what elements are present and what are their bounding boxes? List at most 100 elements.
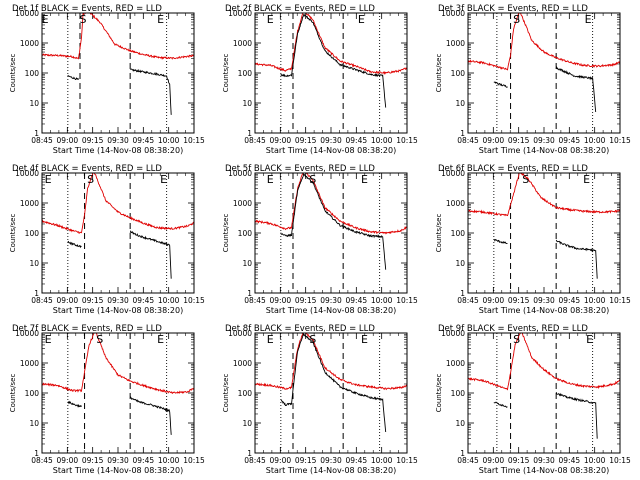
y-tick-label: 1	[34, 449, 39, 458]
y-tick-label: 1000	[233, 199, 252, 208]
x-tick-label: 09:15	[508, 296, 530, 305]
x-tick-label: 10:00	[584, 456, 606, 465]
interval-marker-e: E	[358, 13, 365, 26]
lld-series-line	[255, 13, 407, 75]
interval-marker-s: S	[513, 333, 520, 346]
interval-marker-e: E	[45, 173, 52, 186]
x-tick-label: 10:15	[396, 456, 418, 465]
x-tick-label: 08:45	[457, 296, 479, 305]
x-tick-label: 08:45	[244, 456, 266, 465]
x-tick-label: 10:00	[371, 136, 393, 145]
panel-title: Det 6f BLACK = Events, RED = LLD	[438, 164, 588, 174]
y-tick-label: 1	[34, 129, 39, 138]
x-tick-label: 09:45	[559, 136, 581, 145]
interval-marker-e: E	[160, 173, 167, 186]
interval-marker-e: E	[267, 13, 274, 26]
interval-marker-s: S	[87, 173, 94, 186]
y-axis-label: Counts/sec	[435, 214, 443, 253]
y-axis-label: Counts/sec	[9, 374, 17, 413]
interval-marker-s: S	[309, 173, 316, 186]
y-tick-label: 100	[451, 69, 466, 78]
x-tick-label: 10:00	[158, 296, 180, 305]
events-series-line	[493, 238, 508, 245]
x-tick-label: 08:45	[457, 136, 479, 145]
y-tick-label: 100	[25, 389, 40, 398]
plot-frame	[467, 172, 621, 294]
interval-marker-e: E	[45, 333, 52, 346]
x-tick-label: 10:15	[609, 456, 631, 465]
x-tick-label: 09:30	[320, 456, 342, 465]
y-tick-label: 100	[25, 69, 40, 78]
panel-title: Det 2f BLACK = Events, RED = LLD	[225, 4, 375, 14]
y-tick-label: 1	[247, 449, 252, 458]
interval-marker-e: E	[585, 13, 592, 26]
x-tick-label: 09:15	[82, 296, 104, 305]
x-tick-label: 08:45	[244, 136, 266, 145]
x-tick-label: 10:00	[584, 296, 606, 305]
x-tick-label: 09:30	[107, 456, 129, 465]
y-tick-label: 10000	[228, 9, 252, 18]
x-tick-label: 10:15	[396, 296, 418, 305]
events-series-line	[493, 81, 508, 88]
x-tick-label: 10:15	[183, 136, 205, 145]
x-tick-label: 09:45	[133, 136, 155, 145]
y-tick-label: 100	[25, 229, 40, 238]
x-axis-label: Start Time (14-Nov-08 08:38:20)	[479, 466, 609, 475]
x-tick-label: 09:00	[270, 136, 292, 145]
x-tick-label: 10:00	[371, 456, 393, 465]
y-tick-label: 10	[242, 419, 252, 428]
interval-marker-e: E	[583, 173, 590, 186]
x-tick-label: 09:00	[483, 136, 505, 145]
y-tick-label: 100	[238, 69, 253, 78]
x-tick-label: 10:15	[396, 136, 418, 145]
events-series-line	[280, 173, 387, 270]
x-tick-label: 09:30	[533, 456, 555, 465]
events-series-line	[555, 391, 598, 439]
y-tick-label: 10000	[441, 169, 465, 178]
x-tick-label: 08:45	[31, 456, 53, 465]
y-tick-label: 10	[242, 259, 252, 268]
y-tick-label: 100	[238, 389, 253, 398]
x-tick-label: 09:45	[346, 296, 368, 305]
x-tick-label: 09:30	[533, 136, 555, 145]
x-tick-label: 08:45	[31, 296, 53, 305]
panel-title: Det 7f BLACK = Events, RED = LLD	[12, 324, 162, 334]
y-tick-label: 10	[242, 99, 252, 108]
x-tick-label: 09:15	[82, 456, 104, 465]
x-tick-label: 09:00	[57, 456, 79, 465]
events-series-line	[280, 333, 387, 433]
events-series-line	[67, 74, 79, 80]
lld-series-line	[468, 173, 620, 217]
x-tick-label: 09:45	[346, 456, 368, 465]
x-tick-label: 08:45	[457, 456, 479, 465]
y-axis-label: Counts/sec	[435, 374, 443, 413]
x-tick-label: 09:15	[82, 136, 104, 145]
x-tick-label: 09:00	[57, 136, 79, 145]
interval-marker-e: E	[267, 333, 274, 346]
y-axis-label: Counts/sec	[222, 374, 230, 413]
x-tick-label: 10:15	[609, 136, 631, 145]
x-tick-label: 09:15	[295, 296, 317, 305]
interval-marker-e: E	[361, 333, 368, 346]
x-axis-label: Start Time (14-Nov-08 08:38:20)	[266, 306, 396, 315]
x-tick-label: 09:00	[270, 456, 292, 465]
y-tick-label: 1000	[446, 359, 465, 368]
panel-5: Det 5f BLACK = Events, RED = LLD 1 10 100 10…	[222, 164, 418, 315]
y-tick-label: 1	[34, 289, 39, 298]
plot-frame	[41, 172, 195, 294]
lld-series-line	[468, 333, 620, 391]
panel-9: Det 9f BLACK = Events, RED = LLD 1 10 100 10…	[435, 324, 631, 475]
y-tick-label: 100	[451, 389, 466, 398]
x-tick-label: 09:00	[483, 456, 505, 465]
y-tick-label: 10	[455, 259, 465, 268]
y-tick-label: 1000	[233, 39, 252, 48]
x-tick-label: 10:15	[609, 296, 631, 305]
interval-marker-e: E	[267, 173, 274, 186]
y-axis-label: Counts/sec	[9, 54, 17, 93]
x-axis-label: Start Time (14-Nov-08 08:38:20)	[266, 466, 396, 475]
panel-8: Det 8f BLACK = Events, RED = LLD 1 10 100 10…	[222, 324, 418, 475]
events-series-line	[67, 240, 82, 249]
y-tick-label: 10	[29, 419, 39, 428]
panel-title: Det 5f BLACK = Events, RED = LLD	[225, 164, 375, 174]
